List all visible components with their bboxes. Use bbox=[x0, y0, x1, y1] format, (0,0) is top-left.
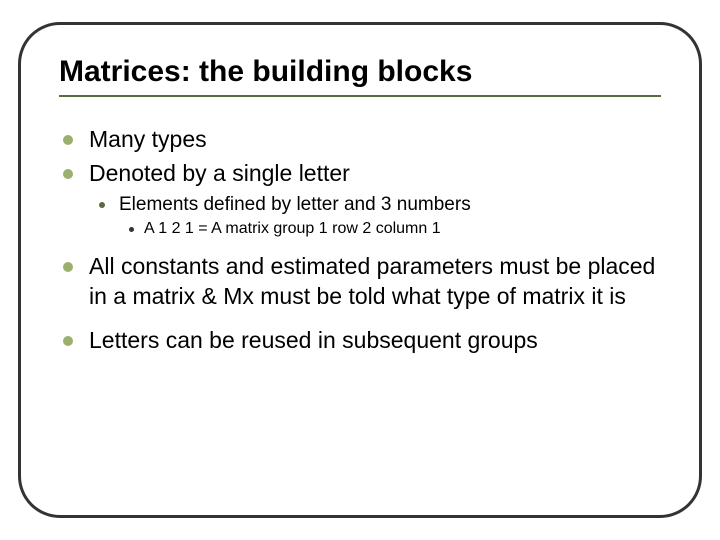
slide-content: Many types Denoted by a single letter El… bbox=[59, 125, 661, 356]
bullet-text: Letters can be reused in subsequent grou… bbox=[89, 326, 538, 356]
bullet-text: Many types bbox=[89, 125, 207, 155]
bullet-item: All constants and estimated parameters m… bbox=[63, 252, 661, 312]
bullet-item-sub: Elements defined by letter and 3 numbers bbox=[63, 193, 661, 218]
bullet-item-sub2: A 1 2 1 = A matrix group 1 row 2 column … bbox=[63, 219, 661, 240]
bullet-text: All constants and estimated parameters m… bbox=[89, 252, 661, 312]
slide-title: Matrices: the building blocks bbox=[59, 55, 661, 97]
bullet-text: A 1 2 1 = A matrix group 1 row 2 column … bbox=[144, 219, 441, 240]
bullet-l1-icon bbox=[63, 169, 73, 179]
bullet-text: Denoted by a single letter bbox=[89, 159, 350, 189]
bullet-item: Letters can be reused in subsequent grou… bbox=[63, 326, 661, 356]
bullet-l3-icon bbox=[129, 227, 134, 232]
bullet-item: Denoted by a single letter bbox=[63, 159, 661, 189]
slide-frame: Matrices: the building blocks Many types… bbox=[18, 22, 702, 518]
bullet-l1-icon bbox=[63, 262, 73, 272]
bullet-item: Many types bbox=[63, 125, 661, 155]
bullet-l2-icon bbox=[99, 202, 105, 208]
bullet-l1-icon bbox=[63, 336, 73, 346]
bullet-text: Elements defined by letter and 3 numbers bbox=[119, 193, 471, 218]
bullet-l1-icon bbox=[63, 135, 73, 145]
